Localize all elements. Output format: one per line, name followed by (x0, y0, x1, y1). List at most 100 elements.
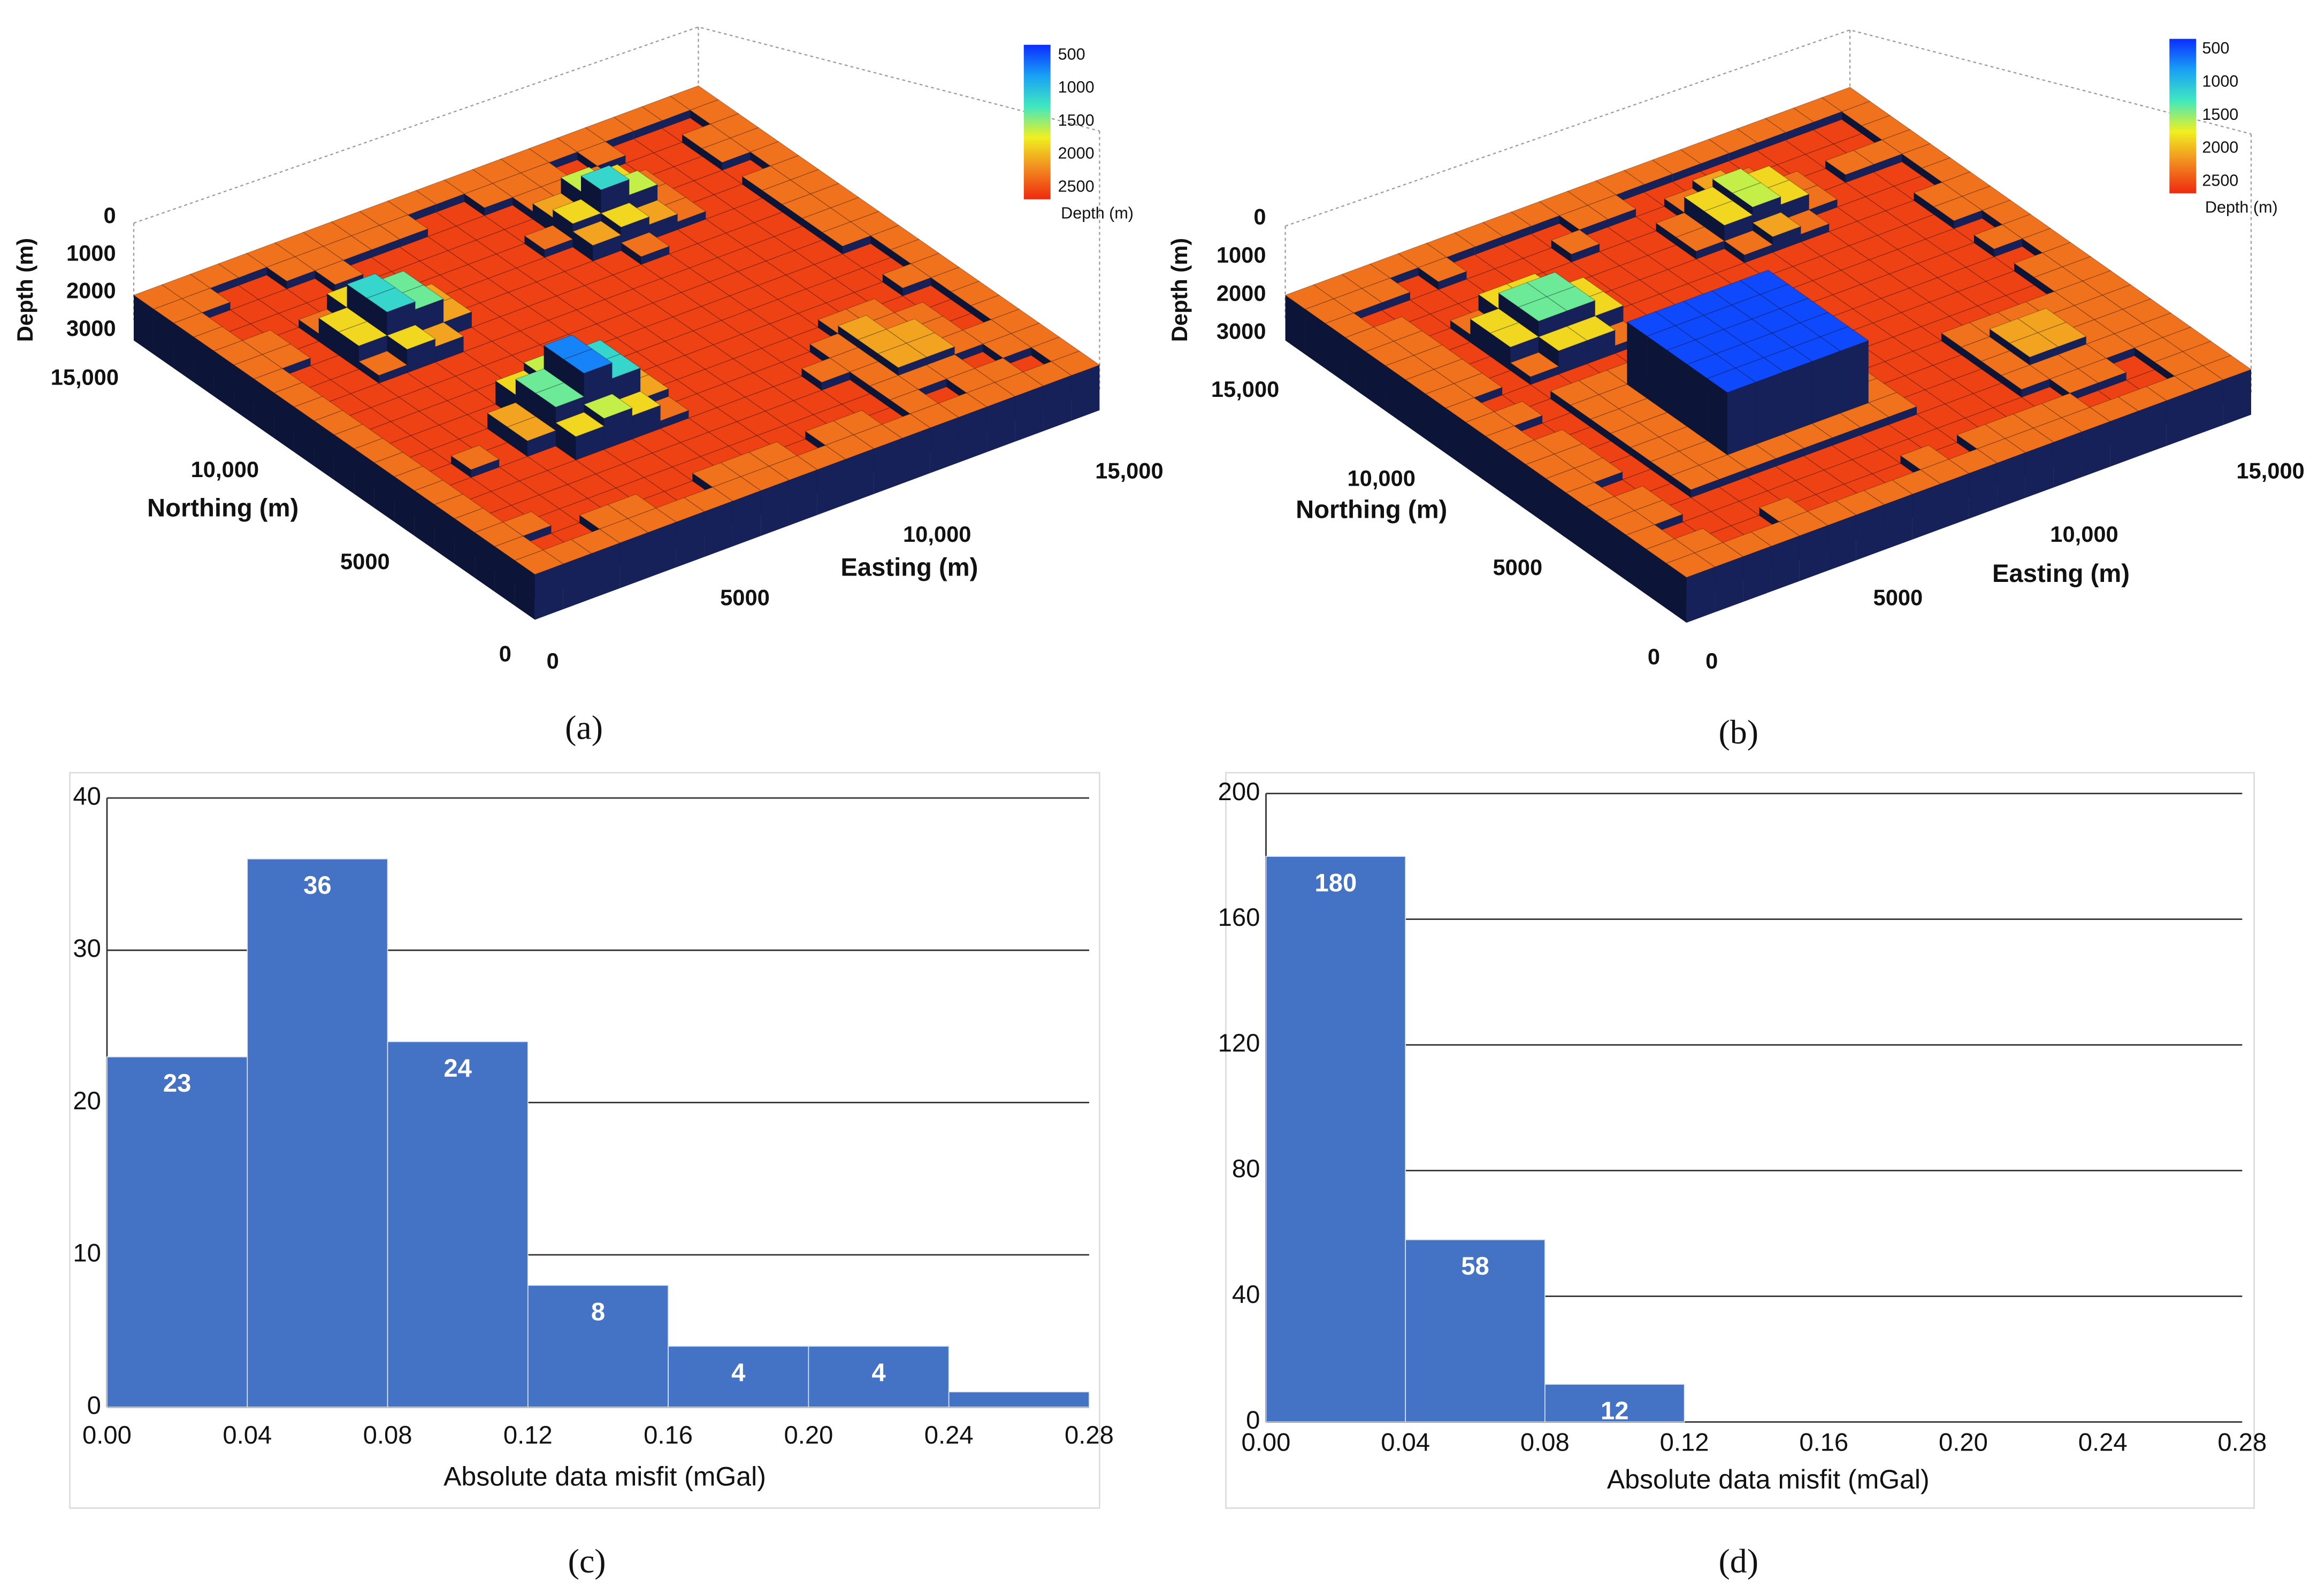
block-top (909, 403, 960, 428)
x-axis-label: Easting (m) (840, 554, 978, 582)
block-top (1605, 510, 1656, 536)
block-side (1626, 535, 1647, 595)
block-top (1807, 500, 1857, 526)
block-side (2194, 380, 2223, 436)
block-side (515, 560, 535, 620)
data-label: 4 (731, 1359, 745, 1387)
bar (527, 1285, 669, 1408)
block-top (1553, 443, 1604, 469)
block-top (1518, 296, 1568, 322)
block-top (1541, 412, 1592, 438)
block-top (1565, 482, 1616, 508)
y-tick-label: 10 (73, 1239, 101, 1268)
block-top (1665, 552, 1716, 578)
block-top (1525, 454, 1575, 479)
y-tick-label: 160 (1218, 903, 1260, 932)
block-top (982, 333, 1032, 359)
block-side (414, 490, 435, 550)
block-side (1566, 493, 1587, 553)
block-top (1891, 469, 1941, 495)
bar (247, 858, 388, 1408)
block-top (1550, 229, 1601, 255)
x-tick-label: 0.16 (1799, 1429, 1848, 1457)
data-label: 180 (1314, 869, 1357, 897)
block-top (1686, 354, 1736, 379)
block-side (1506, 450, 1526, 510)
block-side (874, 438, 902, 494)
block-side (1743, 546, 1771, 602)
colorbar-tick-label: 1000 (2202, 72, 2238, 90)
block-top (1924, 379, 1975, 405)
block-side (1940, 473, 1969, 530)
block-top (314, 259, 364, 286)
block-top (1585, 496, 1635, 521)
y-tick-label: 120 (1218, 1029, 1260, 1057)
block-top (1933, 196, 1983, 221)
block-top (1501, 384, 1551, 410)
block-top (1820, 87, 1871, 112)
block-top (2013, 252, 2063, 278)
y-tick-label: 40 (73, 782, 101, 810)
block-top (1881, 129, 1931, 155)
block-top (584, 117, 635, 142)
block-top (1940, 322, 1991, 348)
block-top (768, 455, 818, 481)
y-tick-label: 10,000 (191, 457, 259, 482)
block-top (1908, 428, 1958, 454)
block-top (1784, 129, 1834, 155)
y-tick-label: 5000 (1493, 555, 1542, 580)
x-tick-label: 15,000 (2236, 458, 2304, 484)
block-top (2033, 266, 2084, 292)
x-tick-label: 0.08 (1520, 1429, 1570, 1457)
block-side (494, 546, 515, 606)
bounding-box (1285, 29, 2252, 227)
block-top (1722, 532, 1772, 557)
block-top (1682, 511, 1732, 537)
caption: (b) (1719, 713, 1758, 751)
block-side (354, 449, 374, 508)
block-side (986, 396, 1015, 452)
block-top (1732, 182, 1782, 208)
block-top (2089, 396, 2139, 422)
block-top (1860, 424, 1910, 450)
block-top (1417, 257, 1467, 282)
block-top (1666, 339, 1717, 365)
block-top (1711, 168, 1762, 194)
block-top (1678, 440, 1728, 466)
block-top (1726, 444, 1777, 470)
block-side (958, 406, 987, 463)
y-axis-label: Northing (m) (1296, 495, 1447, 524)
block-top (1973, 224, 2023, 250)
y-tick-label: 80 (1232, 1155, 1260, 1183)
block-side (761, 480, 789, 536)
caption: (a) (565, 709, 603, 747)
block-side (704, 501, 733, 557)
block-side (1445, 408, 1466, 467)
block-top (2174, 365, 2224, 391)
block-top (1646, 325, 1696, 351)
x-tick-label: 0.12 (1660, 1429, 1709, 1457)
x-tick-label: 5000 (1873, 585, 1923, 610)
y-tick-label: 30 (73, 934, 101, 963)
block-top (1823, 459, 1873, 485)
block-side (454, 518, 475, 578)
x-axis-label: Absolute data misfit (mGal) (443, 1461, 766, 1491)
block-top (1549, 380, 1600, 406)
y-tick-label: 5000 (340, 549, 390, 574)
block-side (1715, 556, 1743, 612)
block-model (1284, 29, 2252, 623)
block-side (591, 543, 620, 599)
z-tick-label: 0 (1253, 204, 1266, 229)
block-side (1997, 452, 2025, 509)
x-tick-label: 10,000 (2050, 521, 2118, 547)
block-side (534, 564, 563, 620)
y-tick-label: 0 (1648, 644, 1660, 669)
block-side (648, 522, 676, 578)
bar (808, 1346, 950, 1408)
block-side (314, 420, 334, 480)
block-top (213, 340, 263, 366)
x-tick-label: 0.04 (1381, 1429, 1430, 1457)
y-tick-label: 40 (1232, 1280, 1260, 1309)
block-top (1533, 429, 1583, 455)
